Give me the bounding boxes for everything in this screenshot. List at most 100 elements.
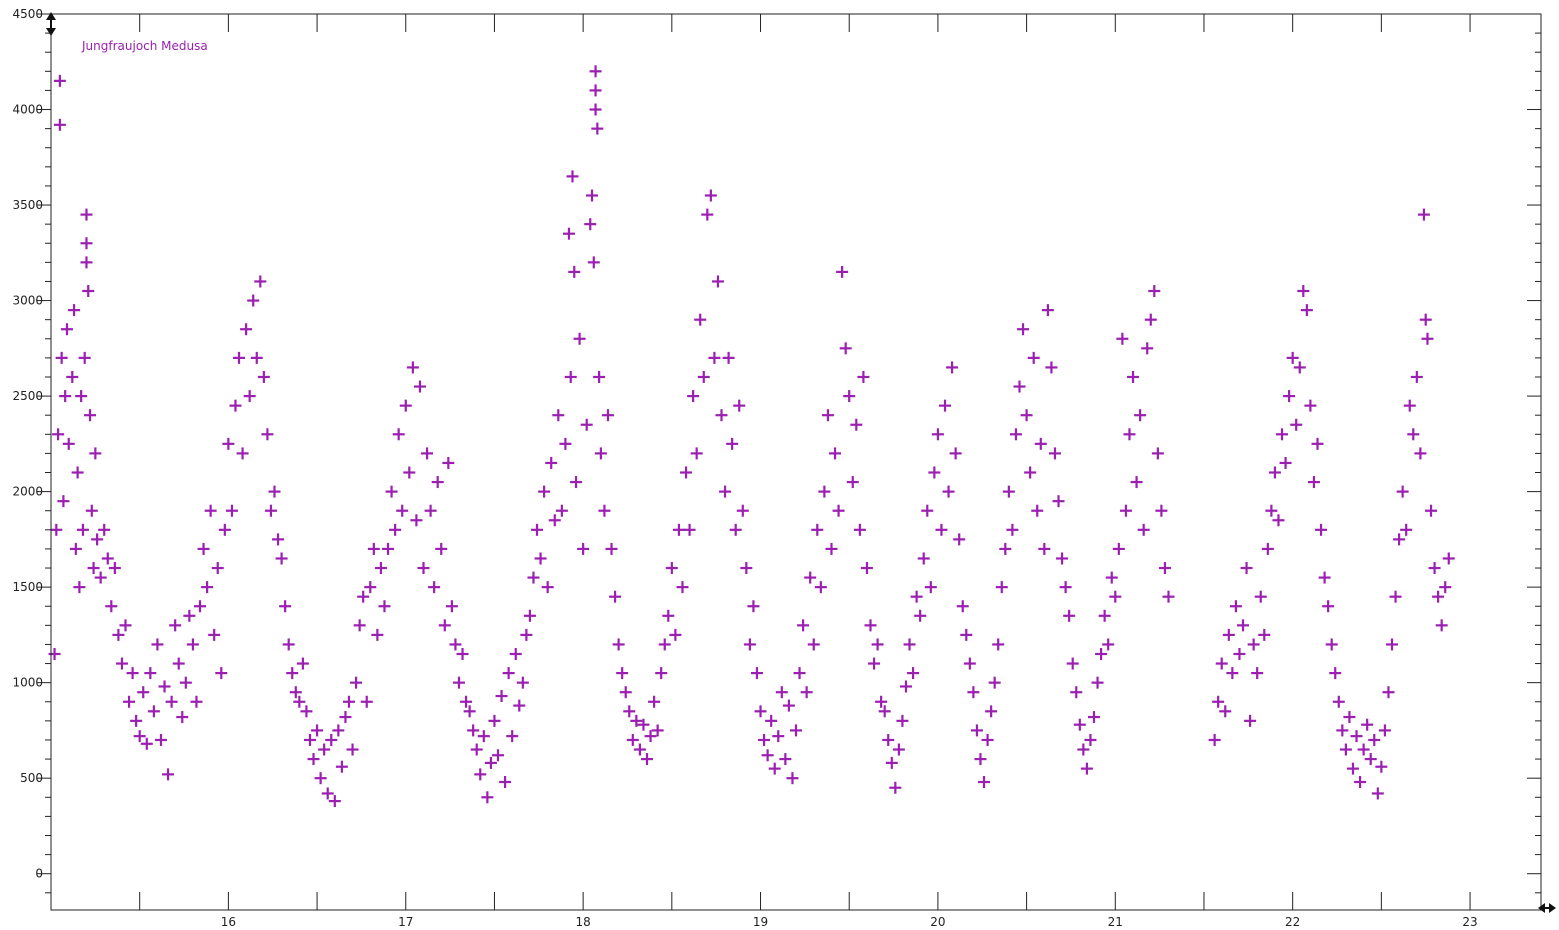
data-point [367,542,380,555]
data-point [1307,476,1320,489]
data-point [296,657,309,670]
y-tick: 2000 [12,485,1541,499]
data-point [1283,390,1296,403]
data-point [481,791,494,804]
data-point [1219,705,1232,718]
x-tick-label: 21 [1108,915,1123,929]
data-point [680,466,693,479]
data-point [502,667,515,680]
data-point [307,753,320,766]
data-point [140,737,153,750]
data-point [963,657,976,670]
data-point [1375,760,1388,773]
data-point [275,552,288,565]
data-point [609,590,622,603]
data-point [1006,523,1019,536]
data-point [885,756,898,769]
data-point [875,695,888,708]
data-point [179,676,192,689]
y-tick-label: 1500 [12,580,43,594]
data-point [981,733,994,746]
data-point [399,399,412,412]
data-point [846,476,859,489]
data-point [754,705,767,718]
data-point [194,600,206,613]
data-point [76,523,89,536]
data-point [593,370,606,383]
data-point [1272,514,1285,527]
data-point [151,638,164,651]
data-point [1286,351,1299,364]
y-axis-zoom-handle-icon[interactable] [46,12,56,36]
data-point [300,705,313,718]
data-point [850,418,863,431]
data-point [311,724,324,737]
data-point [736,504,749,517]
data-point [729,523,742,536]
data-point [1300,304,1313,317]
data-point [1109,590,1122,603]
data-point [1332,695,1345,708]
data-point [1237,619,1249,632]
data-point [1293,361,1306,374]
data-point [350,676,363,689]
data-point [1002,485,1015,498]
data-point [360,695,373,708]
data-point [1144,313,1157,326]
data-point [176,711,189,724]
data-point [1151,447,1164,460]
data-point [626,733,639,746]
data-point [832,504,845,517]
x-axis-zoom-handle-icon[interactable] [1538,903,1556,913]
data-point [825,542,838,555]
data-point [80,256,93,269]
data-point [325,733,338,746]
data-point [463,705,476,718]
data-point [1247,638,1260,651]
data-point [201,581,214,594]
data-point [123,695,136,708]
data-point [564,370,577,383]
data-point [144,667,157,680]
x-tick-label: 23 [1462,915,1477,929]
data-point [992,638,1005,651]
data-point [1432,590,1445,603]
data-point [484,756,497,769]
data-point [587,256,600,269]
data-point [357,590,370,603]
data-point [240,323,253,336]
y-tick: 1000 [12,676,1541,690]
data-point [662,609,675,622]
data-point [1325,638,1338,651]
data-point [1265,504,1278,517]
data-point [94,571,107,584]
data-point [541,581,554,594]
data-point [374,562,387,575]
plot-frame [50,13,1542,911]
data-point [765,714,778,727]
data-point [82,285,95,298]
data-point [108,562,121,575]
data-point [1013,380,1026,393]
data-point [882,733,895,746]
data-point [183,609,196,622]
data-point [917,552,930,565]
data-point [1045,361,1058,374]
data-point [1240,562,1253,575]
data-point [637,718,650,731]
data-point [442,456,455,469]
data-point [1279,456,1292,469]
x-axis-ticks: 16 17 18 19 20 21 22 23 [139,14,1478,929]
data-point [346,743,359,756]
data-point [690,447,703,460]
data-point [1027,351,1040,364]
data-point [1233,648,1246,660]
data-point [293,695,306,708]
data-point [857,370,870,383]
data-point [562,227,575,240]
data-point [488,714,501,727]
data-point [499,776,512,788]
data-point [162,768,175,781]
data-point [335,760,348,773]
x-tick-label: 17 [398,915,413,929]
